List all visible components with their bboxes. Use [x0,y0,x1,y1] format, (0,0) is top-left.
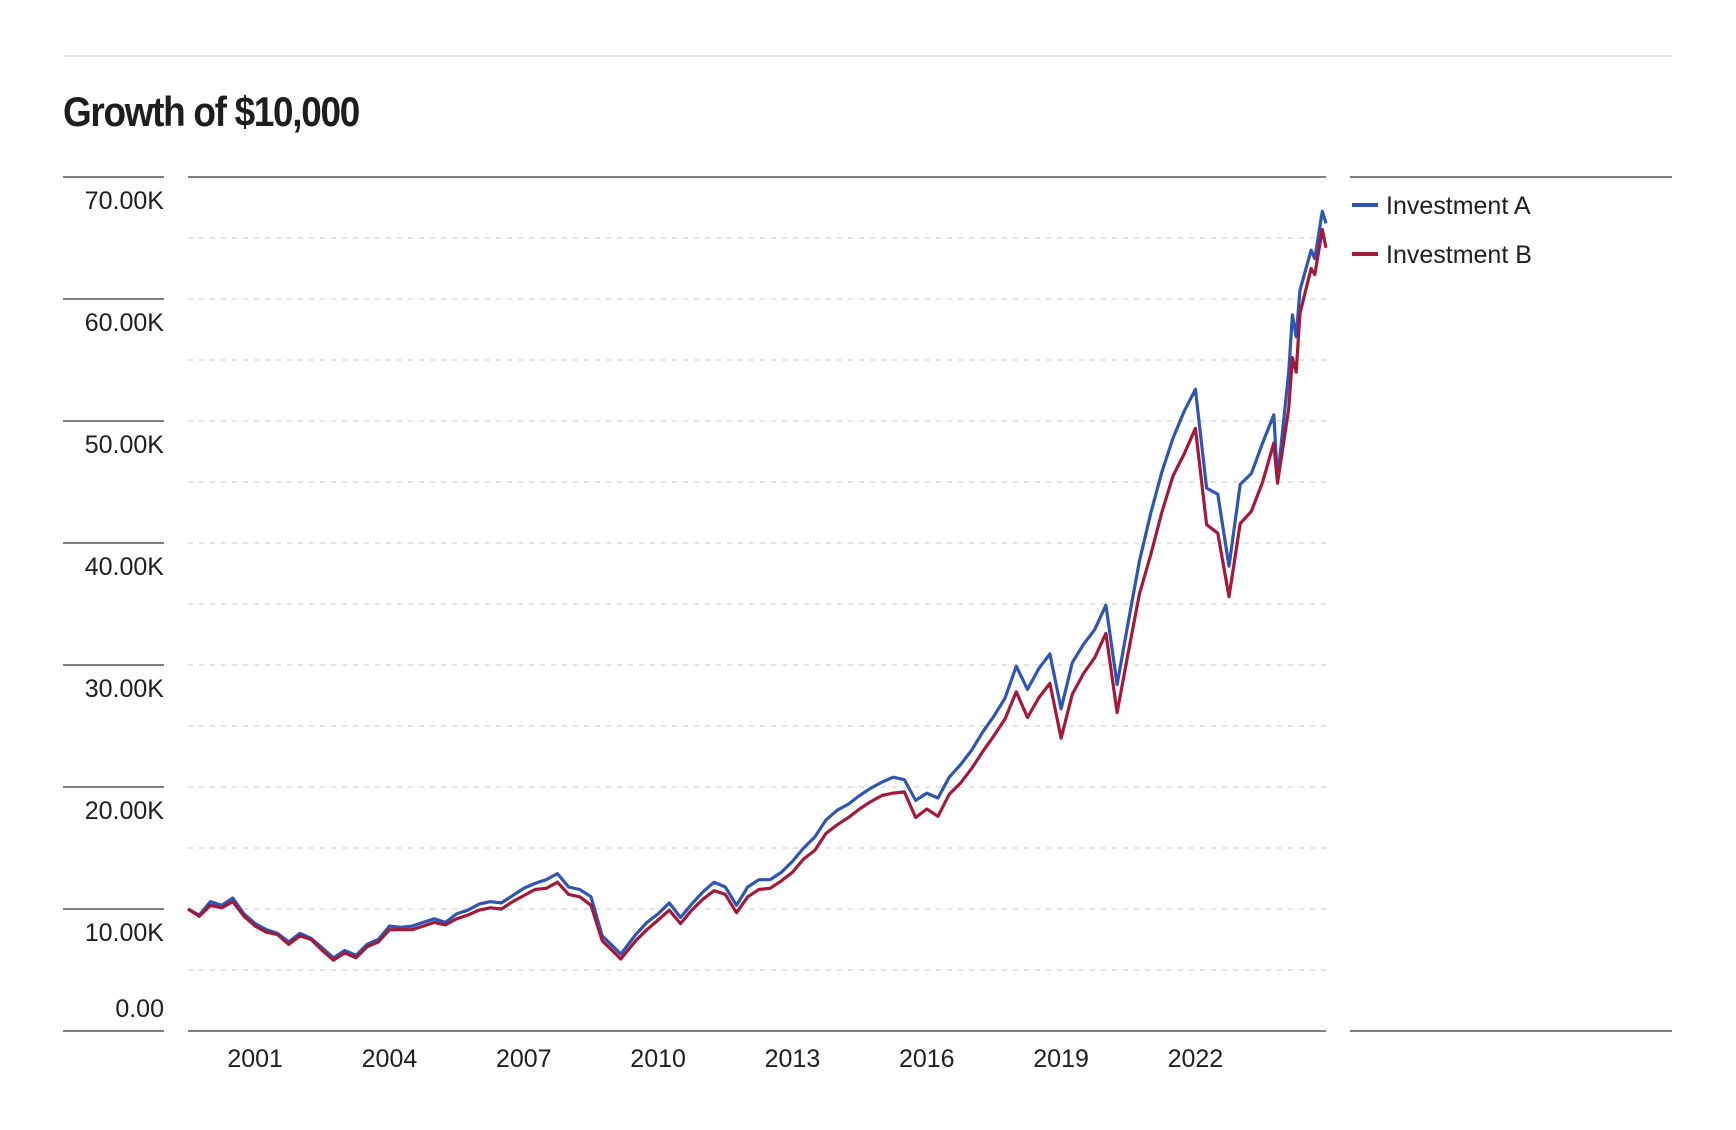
y-tick-label: 40.00K [85,553,165,581]
y-tick-label: 70.00K [85,187,165,215]
y-tick-label: 30.00K [85,675,165,703]
series-line-investment-b [187,227,1328,962]
legend-label-a: Investment A [1386,192,1531,220]
series-line-investment-a [187,209,1328,960]
x-tick-label: 2013 [765,1045,821,1073]
series-lines [187,209,1328,962]
x-tick-label: 2022 [1168,1045,1224,1073]
y-tick-label: 60.00K [85,309,165,337]
y-tick-label: 50.00K [85,431,165,459]
x-tick-label: 2001 [227,1045,283,1073]
legend-item-investment-b[interactable]: Investment B [1352,241,1532,269]
legend-label-b: Investment B [1386,241,1532,269]
x-tick-label: 2016 [899,1045,955,1073]
y-tick-label: 0.00 [115,995,164,1023]
x-tick-label: 2019 [1033,1045,1089,1073]
gridlines [188,176,1326,1032]
y-tick-label: 20.00K [85,797,165,825]
legend-item-investment-a[interactable]: Investment A [1352,192,1531,220]
y-axis: 0.00 10.00K 20.00K 30.00K 40.00K 50.00K 60.00K… [63,176,165,1032]
x-tick-label: 2007 [496,1045,552,1073]
chart-title: Growth of $10,000 [63,88,360,135]
x-tick-label: 2010 [630,1045,686,1073]
legend: Investment A Investment B [1350,176,1672,1032]
x-tick-label: 2004 [362,1045,418,1073]
y-tick-label: 10.00K [85,919,165,947]
x-axis: 2001 2004 2007 2010 2013 2016 2019 2022 [227,1045,1223,1073]
